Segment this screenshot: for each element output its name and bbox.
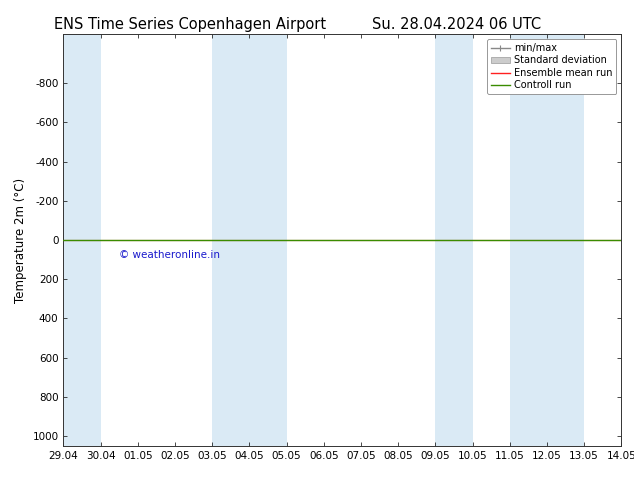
Bar [436,34,472,446]
Text: © weatheronline.in: © weatheronline.in [119,250,220,260]
Bar [212,34,287,446]
Y-axis label: Temperature 2m (°C): Temperature 2m (°C) [14,177,27,303]
Text: ENS Time Series Copenhagen Airport: ENS Time Series Copenhagen Airport [54,17,327,32]
Bar [510,34,584,446]
Bar [63,34,101,446]
Legend: min/max, Standard deviation, Ensemble mean run, Controll run: min/max, Standard deviation, Ensemble me… [487,39,616,94]
Text: Su. 28.04.2024 06 UTC: Su. 28.04.2024 06 UTC [372,17,541,32]
